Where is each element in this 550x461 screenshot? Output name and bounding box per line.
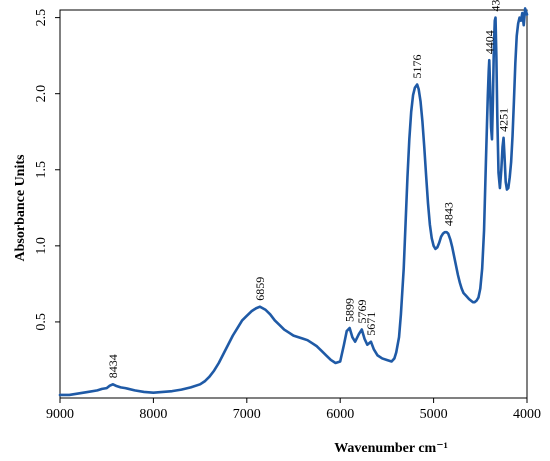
y-tick-label: 2.0 [34,85,49,103]
x-tick-label: 5000 [420,407,448,422]
x-tick-label: 8000 [139,407,167,422]
peak-label: 8434 [106,354,120,378]
peak-label: 5899 [343,298,357,322]
peak-label: 4337 [489,0,503,12]
spectrum-line [58,7,529,397]
peak-label: 5769 [355,300,369,324]
y-tick-label: 1.0 [34,237,49,255]
peak-label: 5671 [364,312,378,336]
y-axis-ticks: 0.5 1.0 1.5 2.0 2.5 [34,9,60,331]
peak-label: 4404 [482,30,496,54]
plot-border [59,9,528,399]
x-tick-label: 9000 [46,407,74,422]
peak-label: 6859 [253,277,267,301]
peak-label: 4251 [497,108,511,132]
y-tick-label: 2.5 [34,9,49,27]
peak-label: 5176 [410,55,424,79]
y-axis-title: Absorbance Units [13,154,28,262]
series-layer [58,7,529,397]
plot-frame [59,9,528,399]
x-tick-label: 4000 [513,407,541,422]
y-tick-label: 1.5 [34,161,49,179]
x-tick-label: 6000 [326,407,354,422]
x-axis-ticks: 9000 8000 7000 6000 5000 4000 [46,398,541,422]
x-axis-title: Wavenumber cm⁻¹ [334,441,448,456]
peak-label: 4843 [441,202,455,226]
y-tick-label: 0.5 [34,313,49,331]
x-tick-label: 7000 [233,407,261,422]
